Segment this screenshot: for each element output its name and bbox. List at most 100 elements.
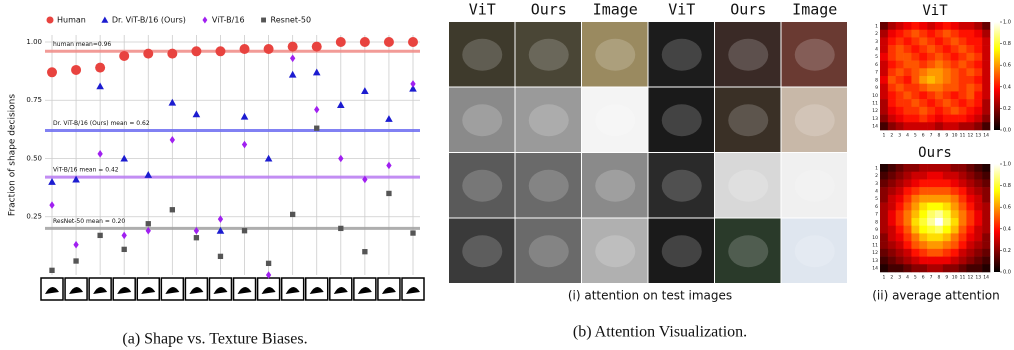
heatmap-cell	[896, 241, 904, 249]
caption-b: (b) Attention Visualization.	[573, 324, 747, 341]
heatmap-cell	[974, 45, 982, 53]
heatmap-cell	[888, 91, 896, 99]
marker	[73, 258, 78, 263]
heatmap-cell	[982, 179, 990, 187]
heatmap-cell	[904, 195, 912, 203]
heatmap-cell	[943, 233, 951, 241]
y-tick-label: 0.75	[26, 96, 42, 104]
heatmap-cell	[959, 84, 967, 92]
image-subject	[795, 170, 835, 202]
x-tick-label: 13	[975, 133, 981, 139]
heatmap-cell	[911, 226, 919, 234]
heatmap-cell	[896, 226, 904, 234]
heatmap-cell	[919, 233, 927, 241]
heatmap-cell	[951, 91, 959, 99]
heatmap-cell	[951, 122, 959, 130]
heatmap-cell	[896, 84, 904, 92]
heatmap-cell	[959, 226, 967, 234]
heatmap-cell	[911, 30, 919, 38]
heatmap-cell	[935, 249, 943, 257]
heatmap-cell	[919, 218, 927, 226]
heatmap-cell	[888, 68, 896, 76]
heatmap-cell	[966, 195, 974, 203]
heatmap-cell	[966, 61, 974, 69]
heatmap-cell	[888, 249, 896, 257]
heatmap-cell	[911, 76, 919, 84]
heatmap-cell	[927, 164, 935, 172]
x-tick-label: 9	[945, 275, 948, 281]
heatmap-cell	[888, 203, 896, 211]
x-tick-label: 13	[975, 275, 981, 281]
heatmap-cell	[904, 218, 912, 226]
heatmap-cell	[974, 22, 982, 30]
column-header: Ours	[730, 1, 766, 19]
heatmap-cell	[896, 30, 904, 38]
heatmap-cell	[935, 30, 943, 38]
heatmap-cell	[982, 115, 990, 123]
heatmap-cell	[888, 226, 896, 234]
heatmap-cell	[896, 37, 904, 45]
heatmap-cell	[935, 45, 943, 53]
heatmap-cell	[935, 233, 943, 241]
heatmap-cell	[927, 179, 935, 187]
marker	[49, 268, 54, 273]
marker	[240, 44, 250, 54]
x-tick-label: 11	[960, 133, 966, 139]
heatmap-cell	[935, 99, 943, 107]
heatmap-cell	[959, 61, 967, 69]
heatmap-cell	[896, 91, 904, 99]
heatmap-cell	[880, 115, 888, 123]
heatmap-cell	[951, 22, 959, 30]
heatmap-cell	[919, 91, 927, 99]
heatmap-cell	[911, 210, 919, 218]
image-subject	[529, 39, 569, 71]
figure: Fraction of shape decisions (a) Shape vs…	[0, 0, 1014, 350]
marker	[386, 191, 391, 196]
image-subject	[462, 235, 502, 267]
image-subject	[728, 170, 768, 202]
heatmap-cell	[904, 76, 912, 84]
heatmap-cell	[911, 99, 919, 107]
heatmap-cell	[896, 22, 904, 30]
marker	[71, 65, 81, 75]
image-subject	[462, 170, 502, 202]
y-tick-label: 6	[875, 62, 878, 68]
heatmap-cell	[896, 249, 904, 257]
heatmap-cell	[974, 61, 982, 69]
heatmap-cell	[974, 76, 982, 84]
heatmap-cell	[951, 172, 959, 180]
heatmap-cell	[888, 45, 896, 53]
heatmap-cell	[935, 210, 943, 218]
heatmap-cell	[880, 99, 888, 107]
heatmap-cell	[935, 203, 943, 211]
heatmap-cell	[919, 179, 927, 187]
heatmap-cell	[959, 122, 967, 130]
heatmap-cell	[904, 53, 912, 61]
heatmap-cell	[935, 61, 943, 69]
y-tick-label: 13	[872, 116, 878, 122]
heatmap-cell	[927, 107, 935, 115]
column-header: Ours	[531, 1, 567, 19]
heatmap-cell	[966, 53, 974, 61]
heatmap-cell	[982, 195, 990, 203]
heatmap-cell	[888, 115, 896, 123]
heatmap-cell	[959, 257, 967, 265]
heatmap-cell	[935, 76, 943, 84]
heatmap-cell	[951, 264, 959, 272]
heatmap-cell	[880, 91, 888, 99]
heatmap-cell	[911, 187, 919, 195]
heatmap-cell	[974, 164, 982, 172]
y-tick-label: 1	[875, 23, 878, 29]
heatmap-cell	[951, 30, 959, 38]
marker	[146, 221, 151, 226]
heatmap-cell	[943, 164, 951, 172]
heatmap-cell	[982, 187, 990, 195]
y-tick-label: 7	[875, 212, 878, 218]
heatmap-cell	[943, 249, 951, 257]
legend-label: Human	[57, 16, 86, 25]
heatmap-cell	[982, 218, 990, 226]
marker	[97, 233, 102, 238]
heatmap-cell	[982, 68, 990, 76]
heatmap-cell	[966, 210, 974, 218]
heatmap-cell	[888, 172, 896, 180]
